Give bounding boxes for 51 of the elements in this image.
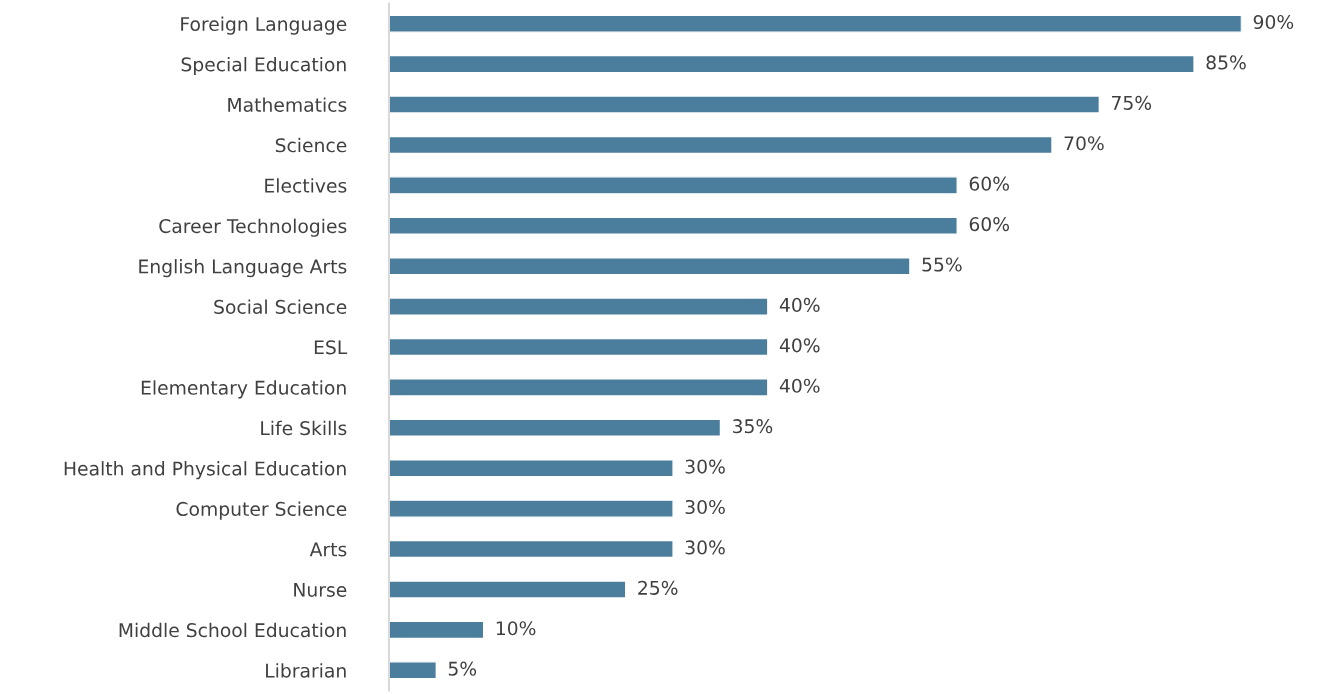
y-tick-label: Life Skills [261, 420, 347, 436]
data-label: 60% [969, 176, 1010, 191]
y-tick-label: Librarian [266, 663, 346, 678]
data-label: 60% [969, 217, 1010, 232]
data-label: 35% [733, 419, 773, 434]
data-label: 55% [922, 257, 962, 272]
bar [388, 620, 485, 640]
bar [388, 176, 958, 195]
bar [388, 14, 1242, 33]
y-tick-label: Mathematics [228, 97, 347, 112]
data-label: 30% [685, 459, 725, 474]
bar [388, 661, 437, 680]
y-tick-label: Foreign Language [181, 16, 347, 35]
y-tick-label: Electives [265, 178, 347, 193]
y-tick-label: ESL [314, 340, 348, 355]
bar [388, 539, 674, 559]
data-label: 40% [779, 297, 820, 313]
data-label: 75% [1111, 95, 1152, 110]
bar [388, 337, 769, 357]
bar [388, 418, 722, 438]
y-tick-label: Computer Science [176, 501, 347, 520]
data-label: 30% [685, 540, 725, 555]
y-tick-label: Social Science [214, 299, 347, 314]
y-tick-label: Elementary Education [141, 380, 346, 399]
y-tick-label: Nurse [294, 582, 347, 597]
bar [388, 297, 769, 316]
y-tick-label: Career Technologies [159, 218, 347, 237]
y-tick-label: Special Education [181, 56, 346, 76]
bar [388, 54, 1195, 74]
data-label: 85% [1206, 55, 1246, 70]
bar [388, 459, 674, 478]
data-label: 10% [496, 621, 536, 636]
bar [388, 378, 769, 397]
data-label: 70% [1064, 136, 1104, 151]
data-label: 5% [448, 661, 477, 676]
data-label: 30% [685, 499, 725, 515]
y-tick-label: Arts [309, 542, 347, 557]
bar [388, 135, 1053, 155]
data-label: 90% [1253, 14, 1294, 30]
bar [388, 216, 958, 235]
y-tick-label: Health and Physical Education [64, 461, 346, 480]
data-label: 40% [779, 338, 820, 353]
data-label: 40% [779, 378, 820, 393]
y-tick-label: English Language Arts [139, 259, 347, 278]
bar [388, 256, 911, 276]
bar [388, 95, 1101, 114]
y-tick-label: Science [275, 137, 347, 153]
data-label: 25% [638, 580, 678, 595]
bar [388, 499, 674, 518]
y-tick-label: Middle School Education [119, 622, 346, 638]
bar [388, 580, 627, 599]
